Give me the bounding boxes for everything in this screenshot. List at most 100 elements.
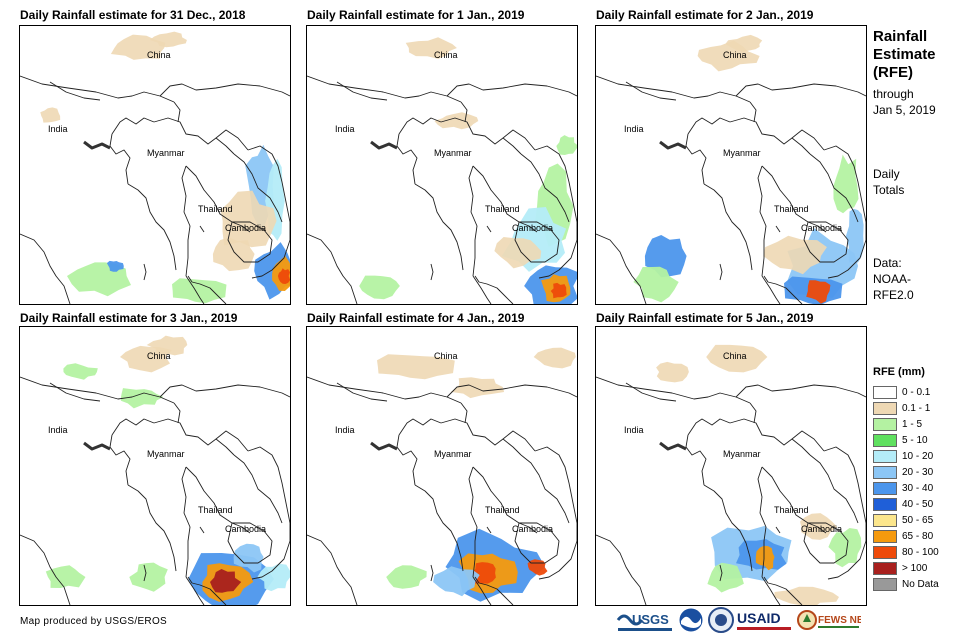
border-line	[185, 275, 205, 304]
border-line	[446, 83, 577, 97]
legend-swatch	[873, 545, 897, 559]
rainfall-area	[233, 543, 264, 573]
border-line	[414, 484, 464, 572]
border-line	[396, 133, 418, 185]
legend-swatch	[873, 449, 897, 463]
rainfall-area	[828, 528, 862, 568]
panel-title-6: Daily Rainfall estimate for 5 Jan., 2019	[596, 311, 814, 325]
legend-label: > 100	[902, 562, 928, 574]
map-panel-5: China India Myanmar Thailand Cambodia	[306, 326, 578, 606]
rainfall-area	[106, 260, 124, 272]
legend-item: 20 - 30	[873, 464, 939, 480]
usgs-logo: USGS	[616, 606, 674, 634]
country-label-cambodia: Cambodia	[225, 524, 266, 534]
border-line	[791, 430, 825, 452]
country-label-myanmar: Myanmar	[434, 148, 472, 158]
border-line	[596, 534, 647, 605]
border-line	[472, 275, 492, 304]
border-line	[185, 576, 205, 605]
border-line	[440, 117, 522, 155]
country-label-cambodia: Cambodia	[512, 524, 553, 534]
border-line	[502, 430, 536, 452]
border-line	[596, 376, 751, 404]
rainfall-area	[833, 154, 859, 214]
border-line	[823, 446, 866, 580]
border-line	[398, 117, 442, 135]
totals-text: Daily Totals	[873, 167, 905, 197]
panel-title-3: Daily Rainfall estimate for 2 Jan., 2019	[596, 8, 814, 22]
border-line	[685, 434, 707, 486]
country-label-myanmar: Myanmar	[147, 449, 185, 459]
rainfall-area	[63, 363, 98, 380]
rainfall-area	[556, 135, 577, 155]
country-borders	[596, 75, 866, 304]
border-line	[757, 165, 767, 277]
rainfall-area	[277, 268, 290, 284]
legend-item: 10 - 20	[873, 448, 939, 464]
border-line	[143, 564, 147, 582]
legend-item: 1 - 5	[873, 416, 939, 432]
border-line	[761, 275, 781, 304]
border-line	[398, 418, 442, 436]
border-line	[809, 454, 859, 524]
legend-swatch	[873, 417, 897, 431]
border-line	[474, 275, 514, 304]
rainfall-area	[149, 31, 187, 48]
border-line	[446, 384, 577, 398]
legend-item: 80 - 100	[873, 544, 939, 560]
panel-title-5: Daily Rainfall estimate for 4 Jan., 2019	[307, 311, 525, 325]
country-label-thailand: Thailand	[485, 204, 520, 214]
border-line	[749, 101, 757, 123]
river-delta	[83, 140, 111, 150]
border-line	[181, 466, 191, 578]
country-borders	[307, 75, 577, 304]
map-panel-2: China India Myanmar Thailand Cambodia	[306, 25, 578, 305]
border-line	[719, 263, 723, 281]
border-line	[472, 466, 538, 534]
border-line	[153, 418, 235, 456]
border-line	[440, 418, 522, 456]
border-line	[109, 133, 131, 185]
rainfall-area	[644, 235, 687, 278]
border-line	[763, 576, 803, 605]
legend-label: 20 - 30	[902, 466, 934, 478]
legend-item: > 100	[873, 560, 939, 576]
border-line	[803, 522, 849, 564]
border-line	[247, 446, 290, 580]
country-label-cambodia: Cambodia	[801, 223, 842, 233]
legend-swatch	[873, 465, 897, 479]
rainfall-area	[434, 112, 479, 130]
border-line	[109, 434, 131, 486]
border-line	[520, 454, 570, 524]
border-line	[336, 81, 388, 101]
border-line	[396, 434, 418, 486]
map-series-title: Rainfall Estimate (RFE)	[873, 28, 936, 81]
border-line	[472, 576, 492, 605]
border-line	[514, 522, 560, 564]
border-line	[809, 153, 859, 223]
border-line	[534, 446, 577, 580]
map-panel-6: China India Myanmar Thailand Cambodia	[595, 326, 867, 606]
date-range-text: through Jan 5, 2019	[873, 87, 936, 117]
legend-item: 30 - 40	[873, 480, 939, 496]
rainfall-area	[45, 565, 86, 588]
border-line	[761, 165, 827, 233]
country-label-india: India	[624, 124, 644, 134]
border-line	[468, 466, 478, 578]
border-line	[430, 564, 434, 582]
border-line	[111, 418, 155, 436]
country-label-thailand: Thailand	[774, 505, 809, 515]
panel-title-4: Daily Rainfall estimate for 3 Jan., 2019	[20, 311, 238, 325]
legend-title: RFE (mm)	[873, 366, 925, 378]
country-label-myanmar: Myanmar	[147, 148, 185, 158]
country-label-china: China	[147, 50, 171, 60]
border-line	[307, 534, 358, 605]
legend-label: 1 - 5	[902, 418, 923, 430]
rainfall-area	[633, 266, 679, 303]
us-seal-logo	[708, 606, 734, 634]
legend-swatch	[873, 513, 897, 527]
river-delta	[83, 441, 111, 451]
border-line	[127, 484, 177, 572]
legend-swatch	[873, 529, 897, 543]
usaid-logo: USAID	[736, 606, 794, 634]
